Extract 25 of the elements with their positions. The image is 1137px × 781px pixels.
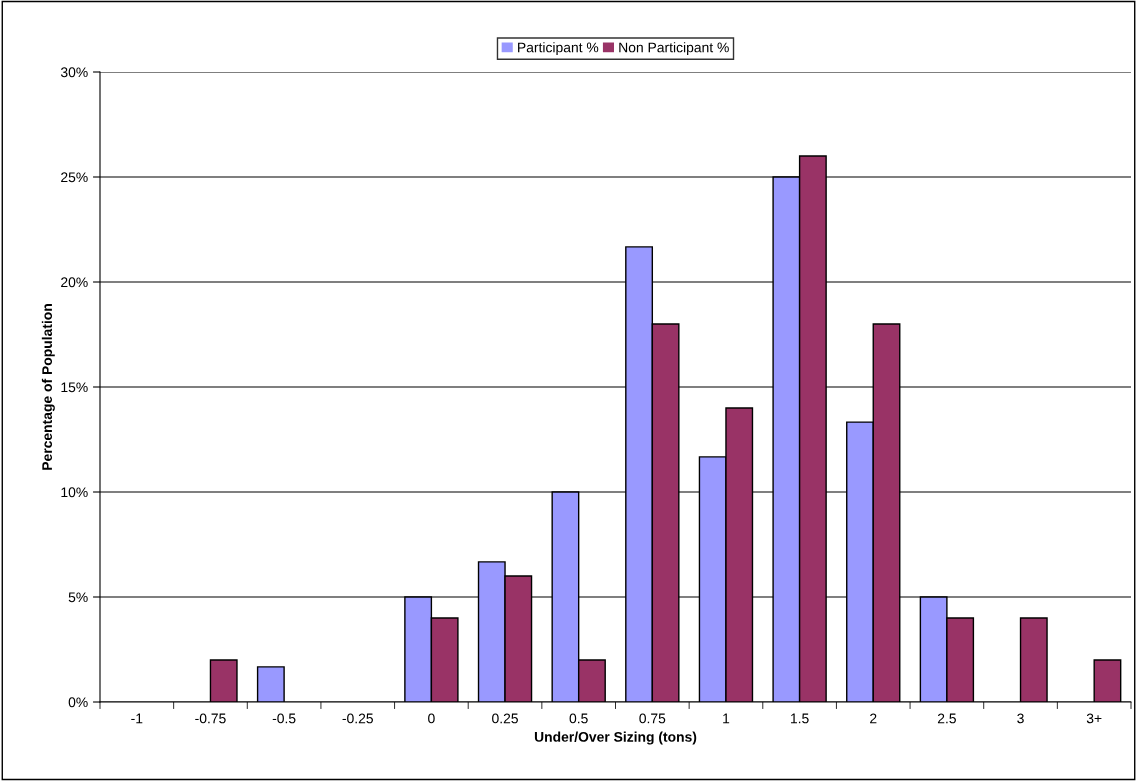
y-tick-label: 10%	[61, 487, 88, 498]
y-axis-title: Percentage of Population	[41, 304, 55, 470]
x-tick-label: -1	[131, 713, 143, 724]
legend-label: Non Participant %	[619, 42, 729, 56]
legend-label: Participant %	[518, 42, 599, 56]
x-tick-label: 3+	[1086, 713, 1102, 724]
y-tick-label: 5%	[68, 592, 88, 603]
x-tick-label: 0.25	[492, 713, 518, 724]
y-tick-label: 25%	[61, 172, 88, 183]
x-tick-label: 0	[428, 713, 435, 724]
y-tick-label: 20%	[61, 277, 88, 288]
x-tick-label: 1.5	[791, 713, 809, 724]
x-axis-title: Under/Over Sizing (tons)	[534, 731, 697, 745]
x-tick-label: 3	[1017, 713, 1024, 724]
x-tick-label: -0.25	[342, 713, 373, 724]
y-tick-label: 15%	[61, 382, 88, 393]
x-tick-label: 0.5	[569, 713, 588, 724]
x-tick-label: -0.75	[195, 713, 226, 724]
x-tick-label: 2.5	[937, 713, 956, 724]
x-tick-label: -0.5	[272, 713, 296, 724]
y-tick-label: 0%	[68, 697, 88, 708]
x-tick-label: 2	[870, 713, 877, 724]
x-tick-label: 1	[723, 713, 730, 724]
x-tick-label: 0.75	[639, 713, 666, 724]
y-tick-label: 30%	[60, 67, 88, 78]
